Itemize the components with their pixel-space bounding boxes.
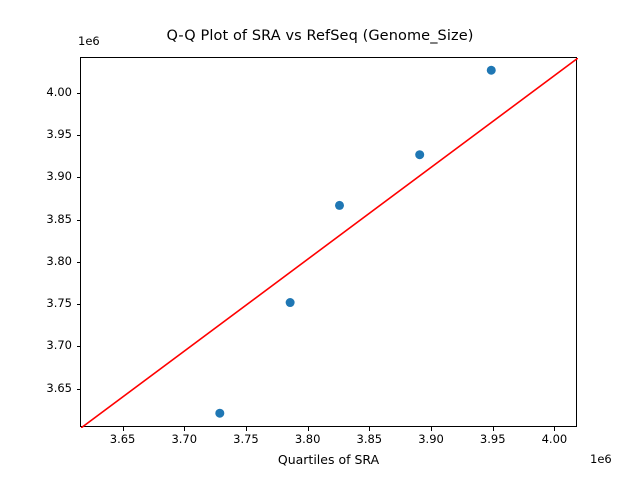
scatter-point — [285, 298, 295, 308]
x-axis-offset-label: 1e6 — [590, 452, 612, 466]
reference-line — [81, 58, 578, 428]
x-tick-mark — [307, 427, 309, 431]
y-tick-mark — [76, 92, 80, 94]
x-tick-mark — [369, 427, 371, 431]
x-tick-label: 3.80 — [294, 432, 321, 446]
plot-svg — [81, 58, 578, 428]
y-tick-mark — [76, 219, 80, 221]
y-tick-mark — [76, 177, 80, 179]
y-axis-offset-label: 1e6 — [78, 34, 100, 48]
y-tick-label: 4.00 — [46, 84, 72, 99]
y-tick-mark — [76, 346, 80, 348]
scatter-point — [334, 200, 344, 210]
y-tick-mark — [76, 388, 80, 390]
y-tick-label: 3.75 — [46, 296, 72, 311]
x-tick-label: 4.00 — [541, 432, 568, 446]
x-tick-mark — [431, 427, 433, 431]
x-tick-label: 3.85 — [356, 432, 383, 446]
y-tick-label: 3.70 — [46, 338, 72, 353]
scatter-point — [415, 150, 425, 160]
x-tick-mark — [122, 427, 124, 431]
y-tick-mark — [76, 261, 80, 263]
x-tick-mark — [554, 427, 556, 431]
x-tick-mark — [184, 427, 186, 431]
x-axis-title: Quartiles of SRA — [277, 452, 380, 467]
chart-title: Q-Q Plot of SRA vs RefSeq (Genome_Size) — [166, 28, 474, 44]
scatter-point — [486, 65, 496, 75]
x-tick-mark — [492, 427, 494, 431]
y-tick-label: 3.90 — [46, 169, 72, 184]
y-tick-label: 3.65 — [46, 380, 72, 395]
y-tick-mark — [76, 135, 80, 137]
y-tick-label: 3.95 — [46, 127, 72, 142]
plot-area — [80, 57, 578, 428]
y-tick-mark — [76, 304, 80, 306]
scatter-points-group — [215, 65, 496, 418]
x-tick-label: 3.65 — [109, 432, 136, 446]
reference-line-group — [81, 58, 578, 428]
x-tick-label: 3.75 — [233, 432, 259, 446]
y-tick-label: 3.80 — [46, 253, 72, 268]
x-tick-mark — [245, 427, 247, 431]
x-tick-label: 3.90 — [418, 432, 444, 446]
scatter-point — [215, 408, 225, 418]
x-tick-label: 3.70 — [171, 432, 198, 446]
y-tick-label: 3.85 — [46, 211, 72, 226]
x-tick-label: 3.95 — [479, 432, 506, 446]
